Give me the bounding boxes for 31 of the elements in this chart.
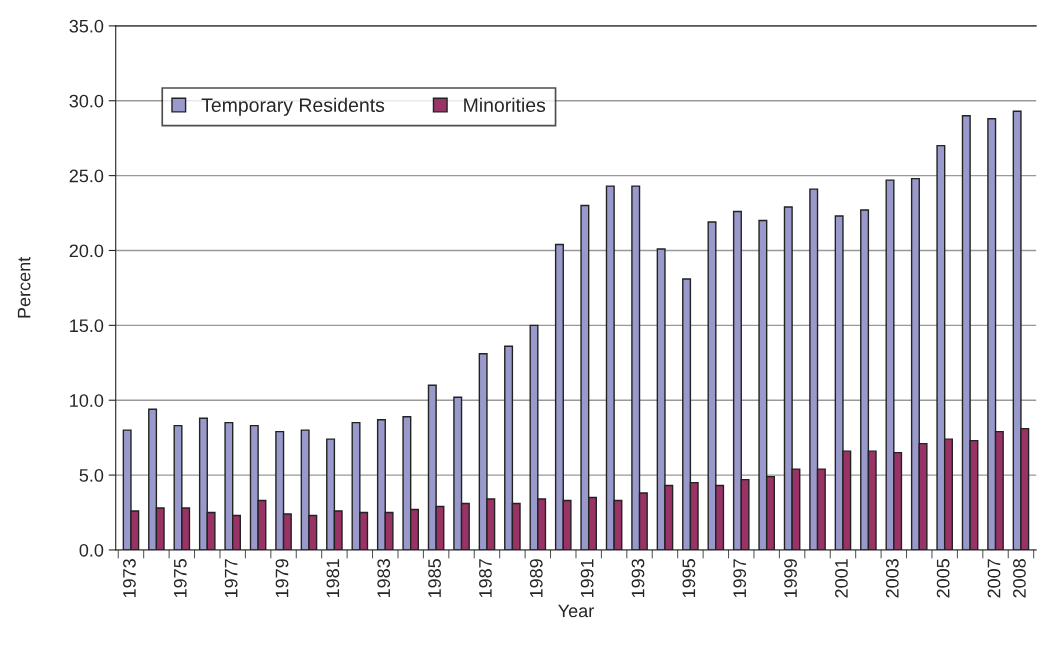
x-tick-label: 1981 — [326, 559, 340, 598]
y-axis-title: Percent — [17, 256, 31, 318]
y-tick-label: 10.0 — [70, 394, 104, 407]
x-tick-label: 1987 — [479, 559, 492, 598]
legend-label: Temporary Residents — [201, 97, 385, 116]
x-tick-label: 1985 — [428, 559, 441, 598]
x-tick-label: 1977 — [224, 559, 238, 598]
x-tick-label: 1975 — [173, 559, 187, 598]
x-tick-label: 1997 — [733, 559, 747, 598]
x-tick-label: 1993 — [631, 559, 645, 598]
x-tick-label: 1979 — [275, 559, 289, 598]
x-tick-label: 1973 — [123, 559, 136, 598]
y-tick-label: 30.0 — [69, 94, 104, 108]
y-tick-label: 0.0 — [79, 543, 104, 557]
y-tick-label: 15.0 — [70, 319, 104, 333]
x-tick-label: 2005 — [936, 559, 950, 598]
x-tick-label: 1983 — [377, 559, 391, 598]
y-tick-label: 20.0 — [69, 244, 104, 258]
x-tick-label: 1991 — [580, 559, 594, 598]
x-tick-label: 2007 — [987, 559, 1001, 598]
legend-label: Minorities — [464, 97, 546, 113]
x-axis-title: Year — [558, 604, 594, 618]
x-tick-label: 1999 — [784, 559, 797, 598]
x-tick-label: 2001 — [835, 559, 848, 598]
y-tick-label: 25.0 — [69, 169, 104, 183]
x-tick-label: 1989 — [529, 559, 543, 598]
x-tick-label: 2008 — [1013, 559, 1026, 598]
y-tick-label: 5.0 — [79, 469, 104, 482]
x-tick-label: 1995 — [682, 559, 696, 598]
x-tick-label: 2003 — [885, 559, 899, 598]
y-tick-label: 35.0 — [69, 19, 104, 33]
